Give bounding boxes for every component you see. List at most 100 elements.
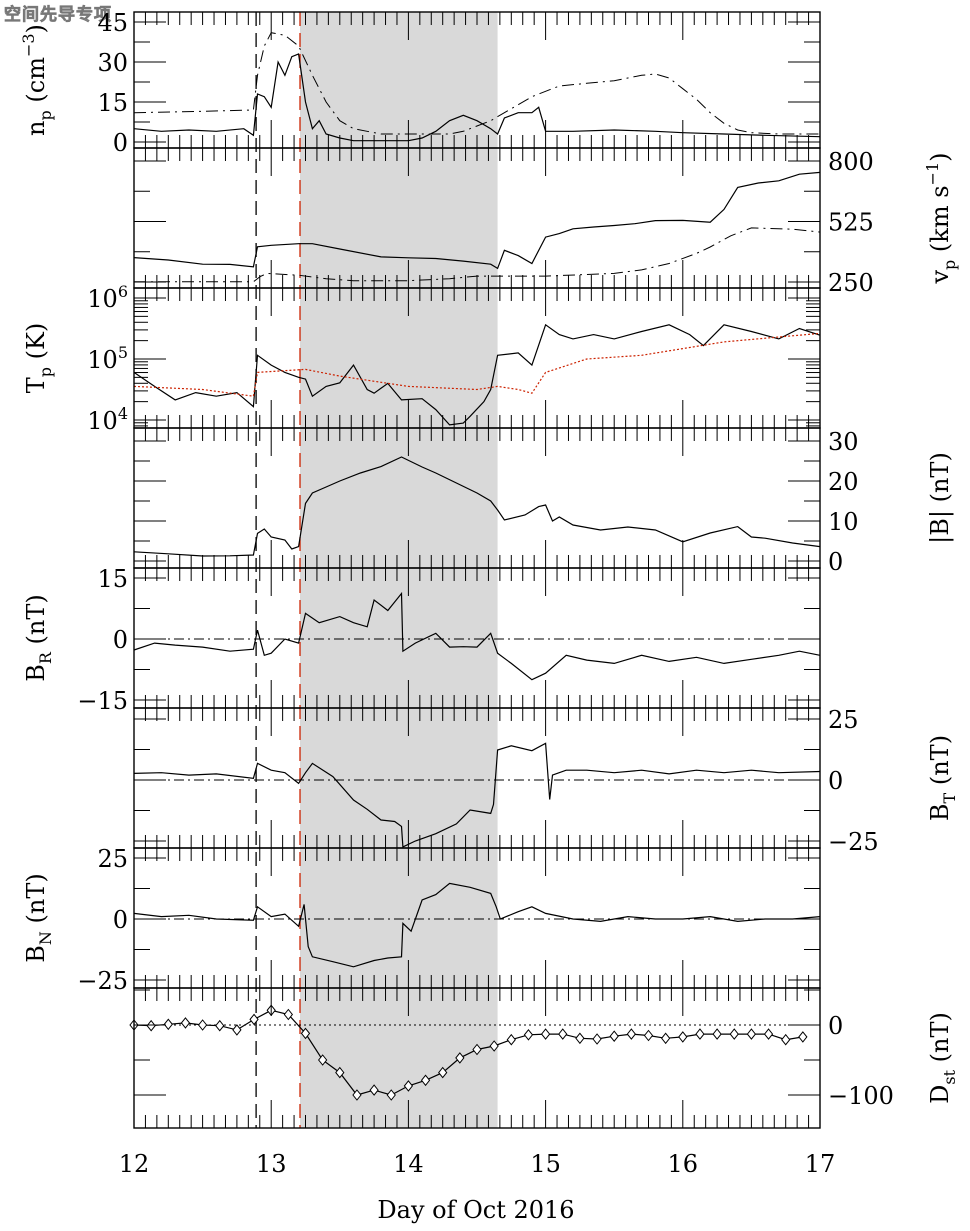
y-tick-label: 105: [87, 343, 128, 374]
series-line-B: [133, 456, 821, 557]
data-point-diamond: [300, 1027, 311, 1040]
data-point-diamond: [249, 1013, 259, 1026]
label-part-end: ): [926, 152, 954, 161]
y-tick-label: 45: [97, 9, 128, 37]
label-part-sub: R: [36, 651, 55, 664]
label-part-rest: (nT): [926, 1012, 954, 1070]
data-point-diamond: [523, 1028, 534, 1041]
label-part-sup: −3: [19, 33, 38, 57]
data-point-diamond: [335, 1066, 345, 1079]
tick-exponent: 5: [118, 343, 128, 362]
data-point-diamond: [695, 1028, 705, 1040]
label-part-rest: (nT): [926, 735, 954, 793]
y-axis-label-vp: vp (km s−1): [923, 152, 959, 284]
y-axis-label-BT: BT (nT): [926, 735, 959, 821]
label-part-main: B: [22, 945, 50, 963]
data-point-diamond: [455, 1052, 465, 1064]
y-tick-label: −25: [77, 967, 128, 995]
y-tick-label: 0: [113, 906, 128, 934]
y-tick-label: 0: [828, 767, 843, 795]
data-point-diamond: [678, 1031, 688, 1043]
label-part-rest: (cm: [22, 57, 50, 110]
data-point-diamond: [438, 1066, 448, 1079]
x-tick-label: 14: [393, 1150, 424, 1178]
label-part-sub: p: [36, 110, 55, 120]
data-point-diamond: [506, 1033, 516, 1046]
label-part-main: n: [22, 120, 50, 135]
series-line-Dst: [133, 1009, 803, 1096]
data-point-diamond: [558, 1028, 568, 1040]
y-tick-label: 25: [828, 706, 859, 734]
label-part-sub: T: [940, 792, 959, 803]
y-axis-label-np: np (cm−3): [19, 24, 55, 136]
y-tick-label: 10: [828, 508, 859, 536]
data-point-diamond: [661, 1032, 671, 1045]
data-point-diamond: [592, 1033, 602, 1045]
data-point-diamond: [386, 1089, 396, 1101]
data-point-diamond: [712, 1028, 722, 1040]
y-tick-label: −25: [828, 828, 879, 856]
data-point-diamond: [575, 1032, 585, 1045]
y-tick-label: −15: [77, 687, 128, 715]
tick-exponent: 4: [118, 404, 128, 423]
y-tick-label: 525: [828, 209, 874, 237]
y-tick-label: 0: [828, 1012, 843, 1040]
label-part-main: B: [22, 664, 50, 682]
data-point-diamond: [283, 1008, 293, 1021]
y-tick-label: 20: [828, 468, 859, 496]
series-line-vp: [133, 171, 821, 270]
panel-BN: −25 0 25 BN (nT): [22, 845, 821, 995]
y-tick-label: 25: [97, 845, 128, 873]
y-tick-label: 15: [97, 89, 128, 117]
series-line-Tp: [133, 332, 821, 397]
series-line-np: [133, 53, 821, 142]
tick-exponent: 6: [118, 282, 128, 301]
data-point-diamond: [318, 1054, 328, 1066]
label-part-main: |B|: [926, 510, 955, 544]
y-tick-label: 104: [87, 404, 128, 435]
series-line-BR: [133, 591, 821, 681]
data-point-diamond: [609, 1030, 619, 1043]
data-point-diamond: [420, 1074, 431, 1087]
label-part-rest: (nT): [22, 594, 50, 652]
panel-vp: 250 525 800 vp (km s−1): [133, 147, 959, 297]
panel-BR: −15 0 15 BR (nT): [22, 565, 821, 715]
y-axis-label-Tp: Tp (K): [22, 323, 55, 394]
label-part-rest: (nT): [926, 452, 954, 510]
y-tick-label: 0: [113, 129, 128, 157]
x-tick-label: 12: [119, 1150, 150, 1178]
data-point-diamond: [540, 1028, 551, 1040]
panel-Dst: −100 0 Dst (nT): [129, 987, 959, 1129]
y-tick-label: 30: [828, 428, 859, 456]
data-point-diamond: [729, 1028, 739, 1040]
data-point-diamond: [163, 1018, 173, 1031]
data-point-diamond: [781, 1033, 791, 1046]
data-point-diamond: [746, 1028, 757, 1040]
data-point-diamond: [798, 1031, 808, 1043]
tick-base: 10: [87, 285, 118, 313]
y-axis-label-B: |B| (nT): [926, 452, 955, 544]
label-part-end: ): [22, 24, 50, 33]
label-part-sub: p: [940, 260, 959, 270]
shaded-interval: [300, 12, 498, 1128]
data-point-diamond: [215, 1019, 225, 1032]
watermark: 空间先导专项: [4, 5, 112, 26]
y-axis-label-BN: BN (nT): [22, 873, 55, 962]
y-tick-label: 250: [828, 269, 874, 297]
data-point-diamond: [403, 1080, 414, 1092]
data-point-diamond: [146, 1019, 156, 1032]
series-line-np: [133, 32, 820, 135]
x-tick-label: 17: [805, 1150, 836, 1178]
data-point-diamond: [232, 1024, 242, 1036]
label-part-main: v: [926, 270, 954, 285]
series-line-BN: [133, 882, 821, 968]
series-line-BT: [133, 742, 821, 848]
label-part-rest: (km s: [926, 185, 954, 259]
tick-base: 10: [87, 407, 118, 435]
y-tick-label: −100: [828, 1082, 894, 1110]
data-point-diamond: [352, 1089, 362, 1101]
label-part-sub: N: [36, 931, 55, 945]
y-tick-label: 30: [97, 49, 128, 77]
